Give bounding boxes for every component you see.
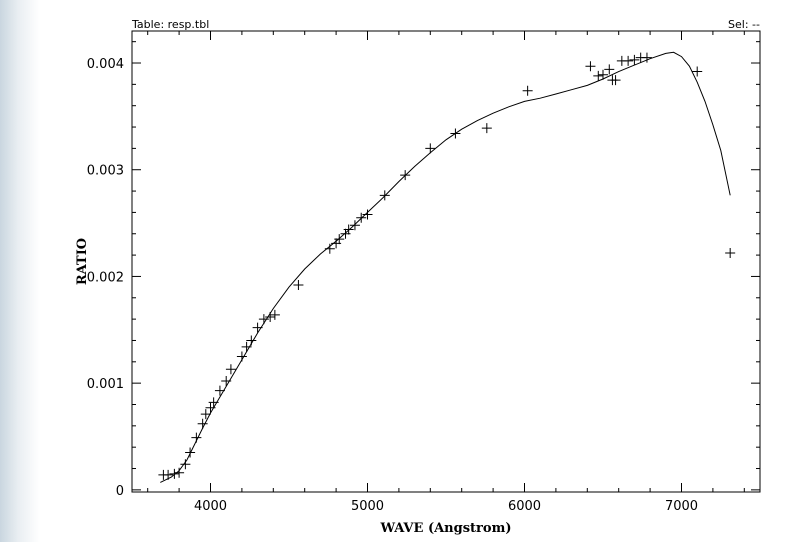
data-point-marker [185,447,196,458]
response-plot: Table: resp.tbl Sel: -- 4000 5000 6000 7000… [75,18,761,536]
data-point-marker [252,322,263,333]
selection-label: Sel: -- [728,18,760,31]
data-point-marker [324,243,335,254]
y-tick-label: 0.002 [87,270,124,285]
data-point-marker [356,212,367,223]
data-point-marker [197,418,208,429]
data-point-marker [169,468,180,479]
x-tick-label: 7000 [665,499,698,514]
data-point-marker [174,467,185,478]
y-tick-label: 0.001 [87,377,124,392]
data-point-marker [191,432,202,443]
data-point-marker [163,469,174,480]
data-point-marker [585,61,596,72]
y-axis-label: RATIO [75,238,90,285]
data-point-marker [269,309,280,320]
data-point-marker [379,190,390,201]
data-point-marker [180,459,191,470]
data-point-marker [265,311,276,322]
data-point-marker [246,335,257,346]
fit-curve [160,51,731,483]
data-point-marker [349,220,360,231]
data-point-marker [610,75,621,86]
data-point-marker [481,123,492,134]
data-point-marker [362,209,373,220]
data-point-marker [522,85,533,96]
data-point-marker [598,69,608,80]
x-tick-label: 5000 [351,499,384,514]
data-point-marker [236,351,247,362]
y-tick-label: 0 [116,484,124,499]
x-tick-label: 4000 [194,499,227,514]
x-axis-label: WAVE (Angstrom) [380,521,512,536]
data-point-marker [205,402,216,413]
data-point-marker [343,224,354,235]
x-tick-label: 6000 [508,499,541,514]
axis-ticks [132,31,760,492]
data-point-marker [593,70,604,81]
data-point-marker [214,385,225,396]
y-tick-label: 0.004 [87,57,124,72]
plot-frame [131,30,761,493]
table-name-label: Table: resp.tbl [131,18,209,31]
data-point-marker [241,341,252,352]
data-point-marker [623,55,634,66]
data-point-marker [641,52,652,63]
data-point-marker [692,66,703,77]
data-point-marker [258,314,269,325]
data-point-marker [629,54,640,65]
data-point-marker [450,128,461,139]
y-tick-label: 0.003 [87,164,124,179]
data-point-marker [293,279,304,290]
plot-window: Table: resp.tbl Sel: -- 4000 5000 6000 7000… [66,10,780,540]
data-point-marker [334,234,345,245]
data-point-marker [208,397,219,408]
data-points [158,52,736,480]
data-point-marker [725,247,736,258]
data-point-marker [400,170,411,181]
data-point-marker [200,409,211,420]
x-tick-labels: 4000 5000 6000 7000 [194,499,698,514]
y-tick-labels: 0 0.001 0.002 0.003 0.004 [87,57,124,499]
data-point-marker [221,376,232,387]
data-point-marker [604,64,615,75]
data-point-marker [225,364,236,375]
data-point-marker [425,143,436,154]
